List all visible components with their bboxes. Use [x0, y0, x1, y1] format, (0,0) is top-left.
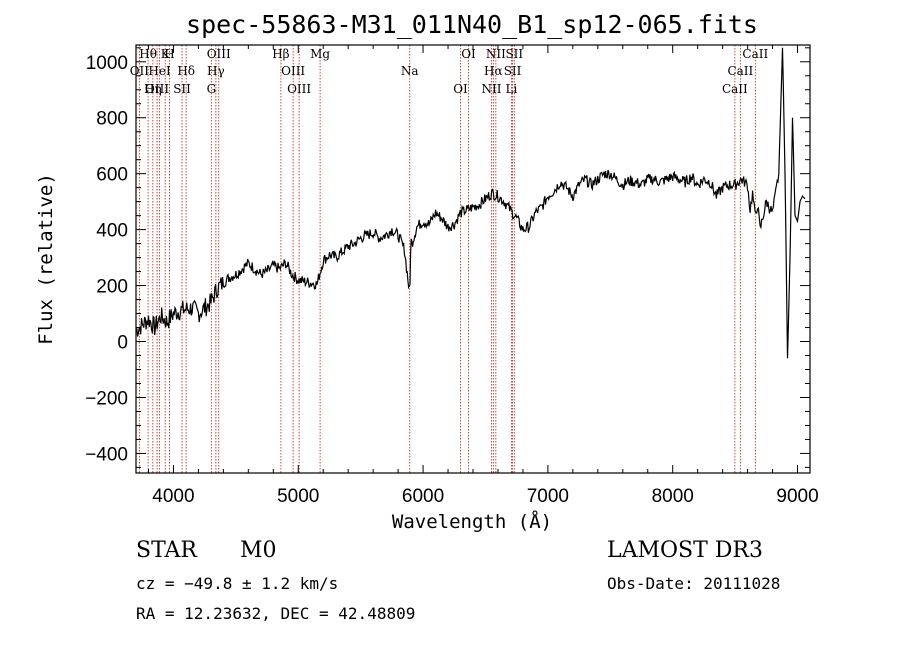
y-axis-label: Flux (relative) — [35, 173, 57, 345]
emission-line-label: NII — [486, 47, 506, 61]
emission-line-markers — [138, 45, 756, 473]
x-tick-label: 8000 — [652, 486, 694, 507]
emission-line-label: HeI — [148, 64, 171, 78]
emission-line-label: H — [164, 47, 174, 61]
y-tick-label: −400 — [85, 444, 128, 465]
object-subclass: M0 — [240, 538, 277, 563]
y-tick-label: 200 — [96, 277, 128, 298]
y-tick-label: 600 — [96, 165, 128, 186]
emission-line-label: Hη — [144, 82, 162, 96]
chart-title: spec-55863-M31_011N40_B1_sp12-065.fits — [186, 10, 758, 39]
y-tick-label: −200 — [85, 388, 128, 409]
emission-line-label: SII — [504, 64, 522, 78]
x-tick-label: 9000 — [776, 486, 818, 507]
emission-line-label: Li — [506, 82, 518, 96]
emission-line-label: OIII — [145, 82, 169, 96]
emission-line-label: G — [207, 82, 217, 96]
y-tick-label: 0 — [117, 333, 128, 354]
x-axis-label: Wavelength (Å) — [392, 510, 552, 533]
emission-line-labels: Hθ OII OIII K HeI Hη HHδ SII OIII Hγ G Hβ OIII OIII Mg… — [130, 47, 769, 96]
emission-line-label: CaII — [742, 47, 768, 61]
x-tick-label: 6000 — [402, 486, 444, 507]
emission-line-label: OII — [130, 64, 150, 78]
emission-line-label: Na — [401, 64, 419, 78]
emission-line-label: K — [161, 47, 171, 61]
y-axis-ticks: −400 −200 0 200 400 600 800 1000 — [85, 47, 810, 468]
emission-line-label: CaII — [722, 82, 748, 96]
emission-line-label: OIII — [281, 64, 305, 78]
y-tick-label: 1000 — [86, 53, 128, 74]
survey-name: LAMOST DR3 — [607, 538, 763, 563]
emission-line-label: SII — [173, 82, 191, 96]
object-class: STAR — [136, 538, 197, 563]
y-tick-label: 800 — [96, 109, 128, 130]
emission-line-label: OI — [461, 47, 476, 61]
emission-line-label: OIII — [207, 47, 231, 61]
redshift-cz: cz = −49.8 ± 1.2 km/s — [136, 574, 339, 593]
emission-line-label: Hα — [484, 64, 503, 78]
emission-line-label: SII — [505, 47, 523, 61]
emission-line-label: OI — [453, 82, 468, 96]
plot-frame — [135, 44, 811, 474]
emission-line-label: CaII — [727, 64, 753, 78]
emission-line-label: OIII — [287, 82, 311, 96]
coordinates: RA = 12.23632, DEC = 42.48809 — [136, 604, 416, 623]
spectrum-series — [135, 47, 806, 359]
x-tick-label: 5000 — [277, 486, 319, 507]
x-tick-label: 4000 — [152, 486, 194, 507]
x-tick-label: 7000 — [527, 486, 569, 507]
emission-line-label: Mg — [310, 47, 330, 61]
emission-line-label: Hγ — [207, 64, 225, 78]
x-axis-ticks: 4000 5000 6000 7000 8000 9000 — [147, 45, 819, 507]
emission-line-label: NII — [481, 82, 501, 96]
y-tick-label: 400 — [96, 221, 128, 242]
emission-line-label: Hδ — [177, 64, 195, 78]
emission-line-label: Hβ — [272, 47, 289, 61]
observation-date: Obs-Date: 20111028 — [607, 574, 781, 593]
emission-line-label: Hθ — [139, 47, 157, 61]
